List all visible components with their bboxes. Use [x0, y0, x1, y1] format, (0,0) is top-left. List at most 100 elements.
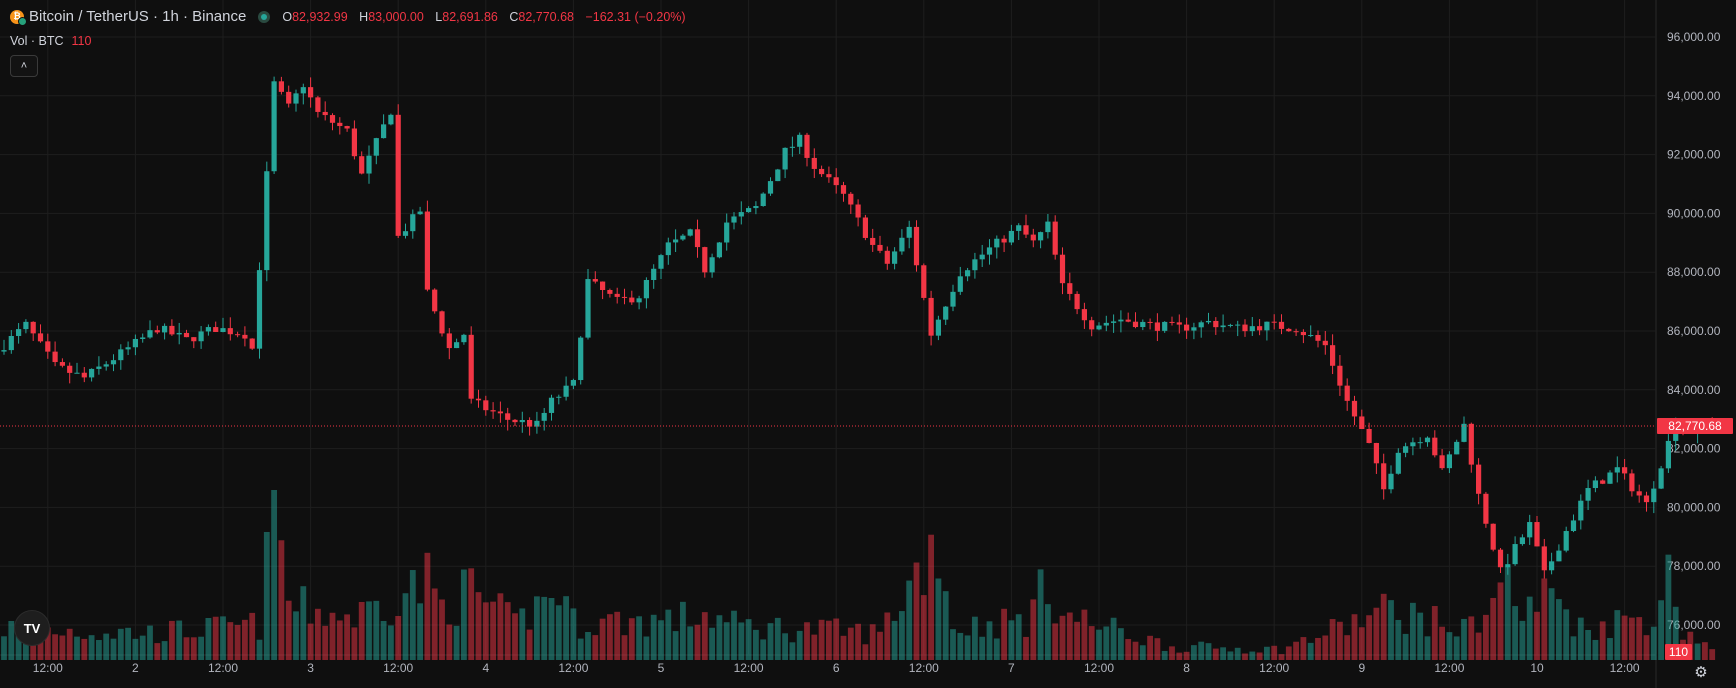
candle-body [1227, 324, 1233, 326]
time-tick-label: 4 [482, 661, 489, 675]
volume-bar [183, 637, 190, 660]
ohlc-values: O82,932.99 H83,000.00 L82,691.86 C82,770… [282, 9, 686, 24]
candle-body [563, 385, 569, 397]
candle-body [1563, 531, 1569, 551]
candle-body [286, 91, 292, 104]
candle-body [943, 306, 949, 320]
collapse-legend-button[interactable]: ˄ [10, 55, 38, 77]
gear-icon[interactable]: ⚙ [1694, 664, 1708, 681]
symbol-title[interactable]: Bitcoin / TetherUS · 1h · Binance [29, 8, 247, 25]
candle-body [461, 334, 467, 343]
candle-body [1497, 549, 1504, 568]
candle-body [191, 337, 197, 342]
volume-bar [132, 638, 139, 660]
candle-body [746, 208, 752, 213]
candle-body [636, 298, 642, 303]
volume-bar [66, 628, 73, 660]
candle-body [1417, 442, 1423, 444]
volume-bar [322, 625, 329, 660]
candle-body [1643, 495, 1650, 503]
volume-bar [1118, 628, 1124, 660]
candle-body [1278, 321, 1285, 329]
candle-body [928, 297, 934, 336]
volume-bar [220, 616, 226, 660]
candle-body [483, 400, 489, 411]
candle-body [205, 327, 211, 332]
volume-bar [1380, 593, 1387, 660]
candle-body [293, 93, 299, 104]
volume-bar [694, 624, 701, 660]
volume-bar [1045, 604, 1051, 660]
volume-bar [826, 620, 832, 660]
candle-body [1446, 454, 1452, 469]
candle-body [1030, 234, 1036, 241]
volume-bar [1008, 620, 1015, 660]
candle-body [235, 334, 241, 336]
candle-body [1059, 254, 1066, 284]
volume-bar [650, 614, 657, 660]
volume-bar [351, 627, 358, 660]
candle-body [1549, 561, 1555, 571]
candle-body [1344, 385, 1350, 401]
candle-body [1483, 493, 1489, 524]
candle-body [1242, 324, 1248, 332]
candle-body [614, 293, 620, 297]
candle-body [1154, 322, 1160, 331]
candle-body [994, 238, 1000, 248]
candle-body [454, 342, 460, 349]
volume-bar [1570, 636, 1577, 660]
time-tick-label: 8 [1183, 661, 1190, 675]
candle-body [125, 347, 131, 350]
candle-body [183, 332, 190, 338]
volume-bar [8, 620, 15, 660]
candle-body [1468, 423, 1474, 465]
volume-bar [1271, 645, 1278, 660]
volume-bar [1577, 617, 1584, 660]
volume-bar [1709, 649, 1716, 660]
volume-bar [723, 622, 730, 660]
candle-body [1381, 463, 1387, 490]
time-tick-label: 3 [307, 661, 314, 675]
candle-body [651, 268, 657, 281]
candle-body [643, 280, 649, 299]
candle-body [1235, 324, 1241, 326]
candle-body [16, 329, 22, 336]
candle-body [308, 87, 314, 98]
candle-body [256, 270, 263, 349]
volume-legend[interactable]: Vol · BTC 110 [10, 34, 91, 48]
candle-body [665, 242, 671, 256]
price-tick-label: 78,000.00 [1667, 559, 1721, 573]
candle-body [921, 265, 927, 298]
candle-body [89, 368, 95, 378]
time-tick-label: 12:00 [1610, 661, 1640, 675]
volume-bar [439, 599, 445, 660]
volume-bar [928, 534, 934, 660]
volume-bar [242, 619, 248, 660]
market-status-icon[interactable] [258, 10, 271, 23]
volume-label: Vol · BTC [10, 34, 64, 48]
candle-body [468, 334, 474, 399]
volume-bar [227, 622, 234, 660]
volume-bar [818, 619, 825, 660]
volume-bar [1599, 621, 1606, 660]
candle-body [534, 420, 540, 427]
volume-bar [986, 621, 993, 660]
tradingview-logo[interactable]: TV [14, 610, 50, 646]
candle-body [1052, 221, 1058, 255]
candle-body [1461, 423, 1467, 442]
volume-bar [154, 643, 161, 660]
volume-bar [169, 620, 175, 660]
candle-body [724, 222, 730, 243]
candle-body [1147, 321, 1153, 323]
candle-body [1665, 440, 1671, 469]
volume-bar [1475, 632, 1482, 660]
volume-bar [1526, 596, 1533, 660]
candle-body [249, 338, 255, 349]
volume-bar [315, 608, 321, 660]
volume-bar [767, 623, 774, 660]
volume-bar [446, 624, 453, 660]
volume-bar [789, 642, 796, 660]
candle-body [417, 211, 423, 215]
volume-bar [249, 612, 256, 660]
